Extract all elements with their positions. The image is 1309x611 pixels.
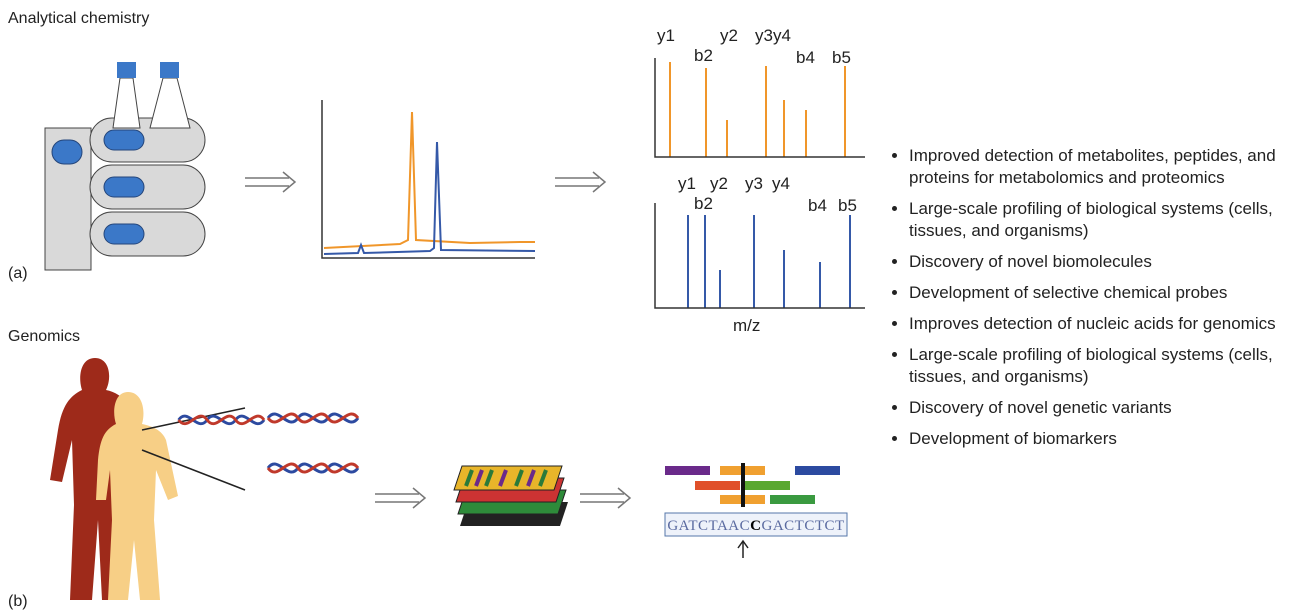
spectrum-bottom: [655, 203, 865, 308]
peak-label: y3y4: [755, 26, 791, 45]
peak-label: y2: [710, 174, 728, 193]
peak-label: y1: [657, 26, 675, 45]
peak-label: b5: [832, 48, 851, 67]
bullet: Discovery of novel biomolecules: [909, 251, 1309, 273]
peak-label: b2: [694, 46, 713, 65]
peak-label: b4: [808, 196, 827, 215]
page: {"panel_a": {"title": "Analytical chemis…: [0, 0, 1309, 611]
arrow: [555, 172, 605, 192]
bullet-list: Improved detection of metabolites, pepti…: [893, 145, 1309, 459]
peak-label: y4: [772, 174, 790, 193]
sequencing-slides: [454, 466, 568, 526]
bullet: Improves detection of nucleic acids for …: [909, 313, 1309, 335]
bullet: Discovery of novel genetic variants: [909, 397, 1309, 419]
chromatogram: [322, 100, 535, 258]
axis-label: m/z: [733, 316, 760, 335]
bullet: Large-scale profiling of biological syst…: [909, 198, 1309, 242]
aligned-reads: [665, 463, 847, 558]
peak-label: b2: [694, 194, 713, 213]
arrow: [580, 488, 630, 508]
arrow: [375, 488, 425, 508]
peak-label: y2: [720, 26, 738, 45]
bullet: Development of biomarkers: [909, 428, 1309, 450]
spectrum-top: [655, 58, 865, 157]
peak-label: y3: [745, 174, 763, 193]
sequence-part: GATCTAAC: [667, 518, 750, 534]
variant-base: C: [750, 518, 761, 534]
bullet: Development of selective chemical probes: [909, 282, 1309, 304]
dna-helices: [179, 414, 358, 472]
arrow: [245, 172, 295, 192]
sequence: GATCTAACCGACTCTCT: [667, 518, 844, 534]
culture-plates: [45, 62, 205, 270]
peak-label: b4: [796, 48, 815, 67]
bullet: Large-scale profiling of biological syst…: [909, 344, 1309, 388]
sequence-part: GACTCTCT: [761, 518, 844, 534]
peak-label: y1: [678, 174, 696, 193]
peak-label: b5: [838, 196, 857, 215]
people: [50, 358, 245, 600]
bullet: Improved detection of metabolites, pepti…: [909, 145, 1309, 189]
